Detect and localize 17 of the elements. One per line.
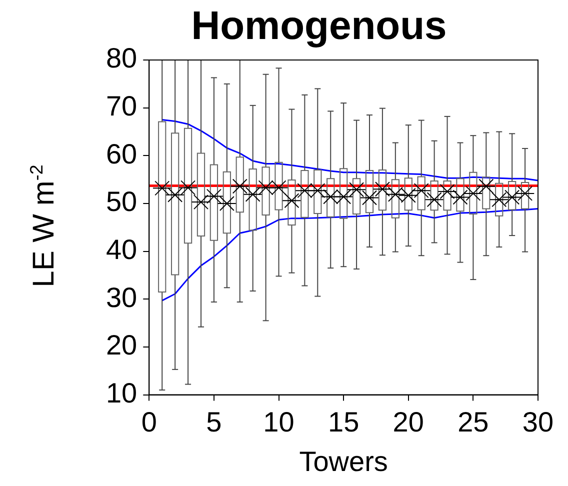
x-tick-label: 20 — [392, 406, 424, 438]
y-tick-label: 60 — [106, 138, 138, 170]
y-tick-label: 70 — [106, 90, 138, 122]
y-tick-label: 40 — [106, 234, 138, 266]
x-tick-label: 10 — [263, 406, 294, 438]
x-tick-label: 25 — [458, 406, 489, 438]
y-tick-label: 80 — [106, 42, 138, 74]
chart-title: Homogenous — [191, 4, 447, 48]
x-tick-label: 0 — [141, 406, 157, 438]
x-tick-label: 15 — [328, 406, 360, 438]
y-tick-label: 10 — [106, 378, 138, 409]
y-tick-label: 50 — [106, 186, 138, 218]
x-tick-label: 30 — [522, 406, 554, 438]
y-tick-label: 30 — [106, 282, 138, 313]
x-axis-title: Towers — [299, 446, 388, 477]
y-tick-label: 20 — [106, 330, 138, 361]
x-tick-label: 5 — [206, 406, 222, 438]
